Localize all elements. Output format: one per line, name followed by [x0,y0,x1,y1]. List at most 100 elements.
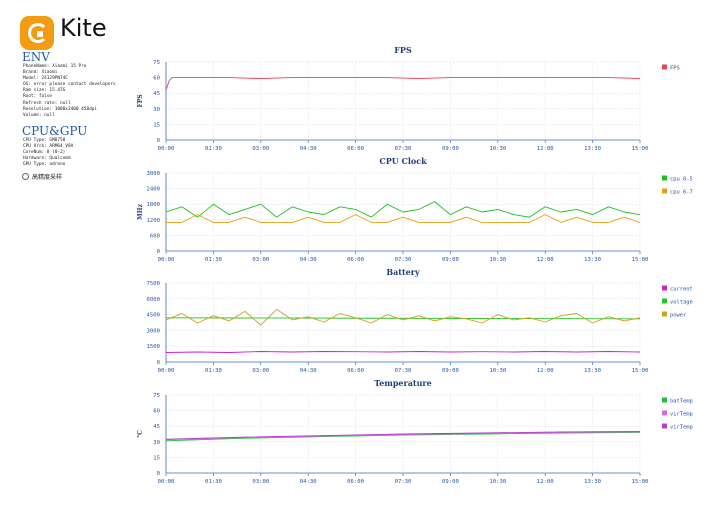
fps-y-tick-label: 15 [153,122,160,128]
temperature-x-tick-label: 13:30 [584,479,601,485]
temperature-y-tick-label: 45 [153,424,160,430]
cpu-y-tick-label: 600 [150,233,160,239]
cpu-legend-label: cpu 0-5 [670,176,693,182]
high-precision-label: 高精度采样 [32,174,63,181]
fps-series-FPS-line [165,77,641,91]
temperature-legend-swatch [662,423,667,429]
fps-y-tick-label: 60 [153,76,160,82]
temperature-legend-swatch [662,410,667,416]
fps-chart-title: FPS [394,45,412,55]
temperature-x-tick-label: 12:00 [537,479,554,485]
temperature-x-tick-label: 09:00 [442,479,459,485]
cpu-y-axis-label: MHz [137,204,144,220]
battery-y-tick-label: 7500 [147,281,160,287]
kite-logo-icon [20,16,54,50]
cpu-x-tick-label: 07:30 [395,257,412,263]
cpu-legend-swatch [662,188,667,194]
env-line: Volume: null [23,112,55,118]
fps-x-tick-label: 03:00 [252,146,269,152]
battery-y-tick-label: 4500 [147,313,160,319]
radio-circle-icon[interactable] [22,173,29,180]
battery-y-tick-label: 1500 [147,344,160,350]
fps-x-tick-label: 09:00 [442,146,459,152]
battery-legend-swatch [662,298,667,304]
battery-x-tick-label: 12:00 [537,368,554,374]
cpu-y-tick-label: 2400 [147,187,160,193]
battery-y-tick-label: 0 [157,360,160,366]
fps-x-tick-label: 12:00 [537,146,554,152]
battery-x-tick-label: 03:00 [252,368,269,374]
cpu-gpu-line: CPU Type: SM8750 [23,138,66,143]
env-title: ENV [22,50,50,64]
battery-legend-swatch [662,285,667,291]
cpu-x-tick-label: 03:00 [252,257,269,263]
fps-x-tick-label: 15:00 [632,146,649,152]
cpu-y-tick-label: 3000 [147,171,160,177]
cpu-gpu-line: CoreNum: 8 (0-2) [23,150,66,156]
cpu-x-tick-label: 00:00 [158,257,175,263]
cpu-gpu-title: CPU&GPU [22,124,88,138]
cpu-x-tick-label: 12:00 [537,257,554,263]
fps-y-tick-label: 45 [153,91,160,97]
env-line: Model: 24129PN74C [23,76,68,82]
battery-legend-swatch [662,311,667,317]
logo-mark [28,23,48,43]
fps-x-tick-label: 00:00 [158,146,175,152]
temperature-y-tick-label: 60 [153,409,160,415]
temperature-x-tick-label: 01:30 [205,479,222,485]
temperature-legend-label: virTemp [670,411,693,417]
cpu-gpu-line: GPU Type: adreno [23,162,66,168]
battery-y-tick-label: 6000 [147,297,160,303]
env-line: PhoneName: Xiaomi 15 Pro [23,64,87,69]
env-line: Refresh rate: null [23,100,71,106]
temperature-y-tick-label: 0 [157,471,160,477]
temperature-y-tick-label: 75 [153,393,160,399]
fps-y-tick-label: 75 [153,60,160,66]
temperature-x-tick-label: 00:00 [158,479,175,485]
battery-series-power-line [165,308,641,326]
high-precision-radio[interactable]: 高精度采样 [22,172,62,181]
battery-x-tick-label: 07:30 [395,368,412,374]
fps-x-tick-label: 07:30 [395,146,412,152]
battery-y-tick-label: 3000 [147,328,160,334]
battery-series-current-line [165,351,641,353]
cpu-x-tick-label: 15:00 [632,257,649,263]
env-line: Brand: Xiaomi [23,70,58,76]
env-line: Root: false [23,94,53,100]
battery-x-tick-label: 15:00 [632,368,649,374]
cpu-series-cpu-6-7-line [166,214,641,223]
cpu-y-tick-label: 0 [157,249,160,255]
battery-x-tick-label: 06:00 [347,368,364,374]
cpu-gpu-info: CPU Type: SM8750 CPU Arch: ARM64_V8A CoreN… [23,138,73,168]
cpu-x-tick-label: 06:00 [347,257,364,263]
fps-x-tick-label: 13:30 [584,146,601,152]
cpu-x-tick-label: 13:30 [584,257,601,263]
temperature-series-batTemp-line [165,431,641,442]
battery-x-tick-label: 01:30 [205,368,222,374]
temperature-y-tick-label: 30 [153,440,160,446]
cpu-legend-swatch [662,175,667,181]
temperature-chart-title: Temperature [374,378,432,388]
cpu-series-cpu-0-5-line [165,201,641,218]
temperature-x-tick-label: 03:00 [252,479,269,485]
temperature-x-tick-label: 07:30 [395,479,412,485]
battery-x-tick-label: 10:30 [489,368,506,374]
cpu-chart-title: CPU Clock [379,156,427,166]
fps-y-axis-label: FPS [137,94,144,107]
env-line: OS: error please contact developers [23,82,116,88]
battery-legend-label: current [670,286,693,292]
battery-x-tick-label: 04:30 [300,368,317,374]
fps-x-tick-label: 06:00 [347,146,364,152]
fps-x-tick-label: 01:30 [205,146,222,152]
battery-x-tick-label: 13:30 [584,368,601,374]
battery-legend-label: power [670,312,687,318]
fps-legend-label: FPS [670,65,680,71]
temperature-series-virTemp-line [165,431,641,441]
logo-dot [37,31,43,37]
cpu-y-tick-label: 1200 [147,218,160,224]
temperature-x-tick-label: 04:30 [300,479,317,485]
temperature-y-tick-label: 15 [153,455,160,461]
temperature-x-tick-label: 10:30 [489,479,506,485]
battery-x-tick-label: 00:00 [158,368,175,374]
